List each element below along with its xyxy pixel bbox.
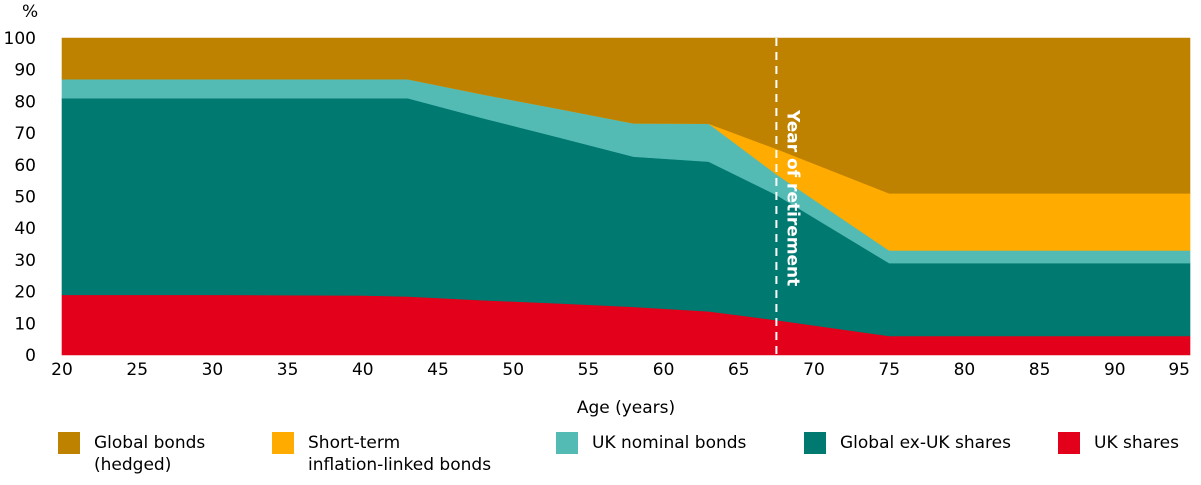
x-tick-label: 85 bbox=[1029, 360, 1051, 380]
x-tick-label: 25 bbox=[126, 360, 148, 380]
stacked-areas bbox=[61, 37, 1191, 356]
legend-item-short-term-inflation-linked-bonds: Short-term inflation-linked bonds bbox=[272, 432, 491, 476]
x-tick-label: 75 bbox=[878, 360, 900, 380]
y-tick-label: 40 bbox=[14, 219, 36, 239]
legend-label-short-term-inflation-linked-bonds: Short-term inflation-linked bonds bbox=[308, 433, 492, 475]
y-tick-label: 90 bbox=[14, 61, 36, 81]
y-axis-unit: % bbox=[22, 2, 38, 22]
y-axis: 0 10 20 30 40 50 60 70 80 90 100 bbox=[4, 29, 36, 366]
x-tick-label: 50 bbox=[502, 360, 524, 380]
x-axis: 20 25 30 35 40 45 50 55 60 65 70 75 80 85 90 95 bbox=[51, 360, 1190, 380]
x-tick-label: 90 bbox=[1104, 360, 1126, 380]
y-tick-label: 30 bbox=[14, 251, 36, 271]
area-chart: Year of retirement 0 10 20 30 40 50 60 70 80 90 10… bbox=[4, 2, 1191, 418]
legend-label-uk-nominal-bonds: UK nominal bonds bbox=[592, 433, 747, 453]
legend-item-global-bonds: Global bonds (hedged) bbox=[58, 432, 205, 476]
x-tick-label: 35 bbox=[277, 360, 299, 380]
legend: Global bonds (hedged) Short-term inflati… bbox=[58, 432, 1198, 482]
legend-swatch-short-term-inflation-linked-bonds bbox=[272, 432, 294, 454]
y-tick-label: 70 bbox=[14, 124, 36, 144]
x-axis-label: Age (years) bbox=[577, 398, 675, 418]
legend-swatch-uk-nominal-bonds bbox=[556, 432, 578, 454]
legend-label-global-bonds: Global bonds (hedged) bbox=[94, 433, 206, 475]
x-tick-label: 60 bbox=[653, 360, 675, 380]
y-tick-label: 60 bbox=[14, 156, 36, 176]
legend-label-uk-shares: UK shares bbox=[1094, 433, 1179, 453]
legend-item-uk-shares: UK shares bbox=[1058, 432, 1179, 454]
y-tick-label: 80 bbox=[14, 92, 36, 112]
y-tick-label: 50 bbox=[14, 188, 36, 208]
x-tick-label: 80 bbox=[954, 360, 976, 380]
legend-swatch-global-bonds bbox=[58, 432, 80, 454]
x-tick-label: 95 bbox=[1168, 360, 1190, 380]
legend-item-uk-nominal-bonds: UK nominal bonds bbox=[556, 432, 746, 454]
legend-label-global-ex-uk-shares: Global ex-UK shares bbox=[840, 433, 1011, 453]
y-tick-label: 20 bbox=[14, 283, 36, 303]
x-tick-label: 70 bbox=[803, 360, 825, 380]
x-tick-label: 65 bbox=[728, 360, 750, 380]
retirement-annotation: Year of retirement bbox=[775, 38, 802, 355]
y-tick-label: 100 bbox=[4, 29, 36, 49]
legend-swatch-uk-shares bbox=[1058, 432, 1080, 454]
x-tick-label: 45 bbox=[427, 360, 449, 380]
legend-swatch-global-ex-uk-shares bbox=[804, 432, 826, 454]
x-tick-label: 20 bbox=[51, 360, 73, 380]
legend-item-global-ex-uk-shares: Global ex-UK shares bbox=[804, 432, 1011, 454]
x-tick-label: 55 bbox=[578, 360, 600, 380]
y-tick-label: 0 bbox=[25, 346, 36, 366]
area-global-bonds-hedged bbox=[61, 37, 1191, 194]
retirement-label: Year of retirement bbox=[782, 109, 802, 286]
x-tick-label: 40 bbox=[352, 360, 374, 380]
x-tick-label: 30 bbox=[202, 360, 224, 380]
y-tick-label: 10 bbox=[14, 314, 36, 334]
